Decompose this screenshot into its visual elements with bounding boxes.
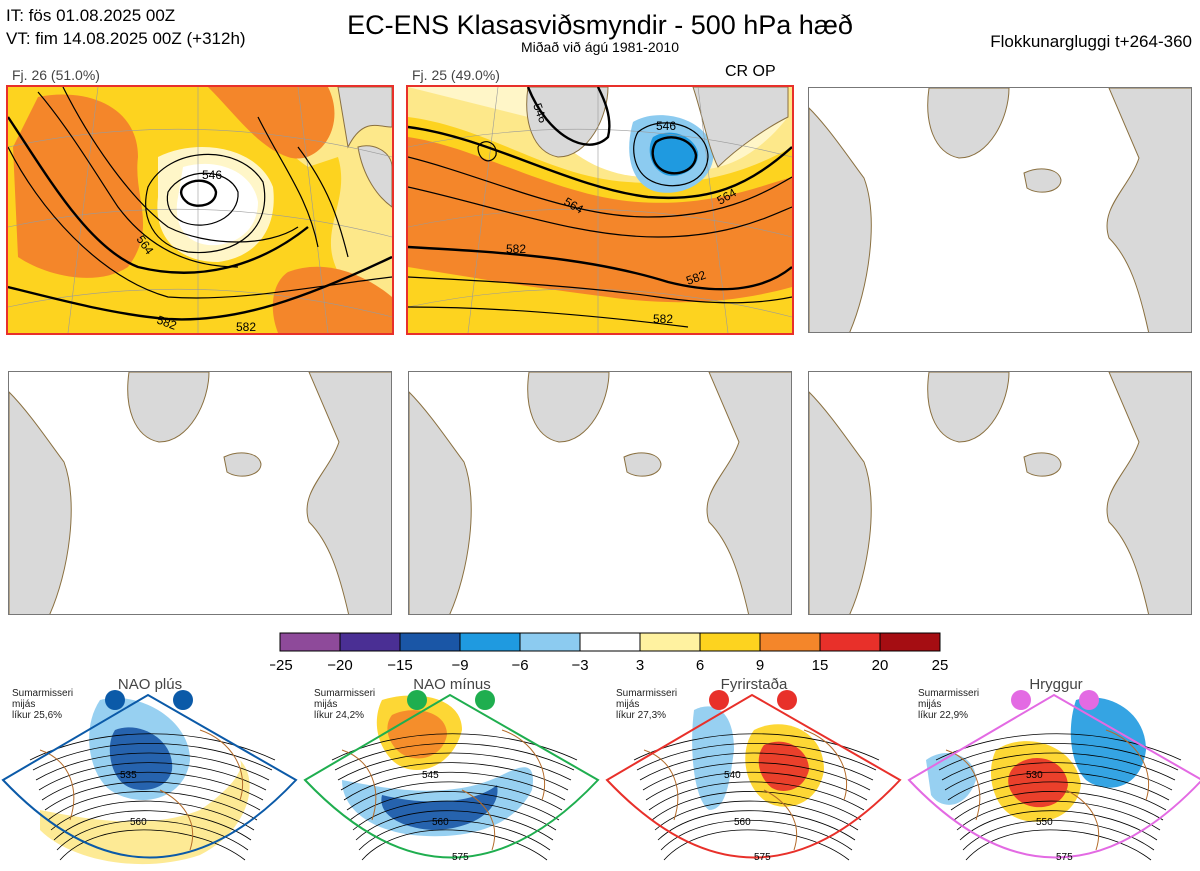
regime-2-contour-2: 560 [432,817,449,828]
cluster-2-contour-546b: 546 [656,119,676,133]
regime-2-text-3: líkur 24,2% [314,710,365,721]
colorbar-tick-6: 3 [636,657,644,674]
regime-1-contour-2: 560 [130,817,147,828]
classification-window: Flokkunargluggi t+264-360 [990,32,1192,51]
regime-2-fan: 545 560 575 [303,690,600,863]
cluster-1-contour-582a: 582 [155,313,179,333]
cluster-1-label: Fj. 26 (51.0%) [12,67,100,83]
cluster-1-contour-582b: 582 [236,320,256,333]
cluster-2-label: Fj. 25 (49.0%) [412,67,500,83]
cluster-2-contour-582b: 582 [684,268,708,288]
regime-2-contour-1: 545 [422,770,439,781]
colorbar-tick-3: −9 [451,657,468,674]
regime-1-anomaly-3 [40,760,250,865]
cluster-2-contour-546a: 546 [530,101,550,125]
anomaly-colorbar: −25 −20 −15 −9 −6 −3 3 6 9 15 20 25 [270,632,949,674]
regime-4-text-1: Sumarmisseri [918,688,980,699]
regime-4-dot-1 [1011,690,1031,710]
regime-3-text-1: Sumarmisseri [616,688,678,699]
regime-3-frame [605,693,902,859]
regime-2-frame [303,693,600,859]
cluster-2-svg: 546 546 564 564 582 582 582 [408,87,792,333]
regime-1-text-3: líkur 25,6% [12,710,63,721]
regime-3-text-2: mijás [616,699,640,710]
regime-4-text-2: mijás [918,699,942,710]
colorbar-cell-4 [519,632,581,652]
regime-4-dot-2 [1079,690,1099,710]
colorbar-cell-10 [879,632,941,652]
regime-3-name: Fyrirstaða [720,676,788,693]
colorbar-tick-2: −15 [387,657,412,674]
colorbar-tick-4: −6 [511,657,528,674]
page-subtitle: Miðað við ágú 1981-2010 [520,39,679,55]
colorbar-tick-8: 9 [756,657,764,674]
colorbar-cell-6 [639,632,701,652]
regime-2-text-1: Sumarmisseri [314,688,376,699]
cluster-2-contour-582a: 582 [506,242,526,256]
regime-1-text-1: Sumarmisseri [12,688,74,699]
empty-map-panel-5 [408,371,792,615]
cluster-1-contour-546: 546 [202,168,222,182]
regime-1-contour-1: 535 [120,770,137,781]
regime-3-contour-2: 560 [734,817,751,828]
regime-3-anomaly-3 [758,741,809,791]
colorbar-cell-2 [399,632,461,652]
regime-4-name: Hryggur [1029,676,1083,693]
regime-4-contour-3: 575 [1056,852,1073,863]
colorbar-cell-5 [579,632,641,652]
regime-1-name: NAO plús [117,676,183,693]
regime-3-dot-2 [777,690,797,710]
regime-1-fan: 535 560 [1,690,298,865]
cluster-1-map[interactable]: 546 564 582 582 [6,85,394,335]
regime-2-dot-1 [407,690,427,710]
colorbar-tick-11: 25 [932,657,949,674]
cluster-2-map[interactable]: 546 546 564 564 582 582 582 [406,85,794,335]
regime-2-text-2: mijás [314,699,338,710]
colorbar-cell-1 [339,632,401,652]
empty-map-panel-4 [8,371,392,615]
colorbar-cell-7 [699,632,761,652]
colorbar-cell-3 [459,632,521,652]
colorbar-tick-7: 6 [696,657,704,674]
regime-1-dot-2 [173,690,193,710]
regime-2-contour-3: 575 [452,852,469,863]
regime-1-frame [1,693,298,859]
cluster-2-contour-582c: 582 [653,312,673,326]
colorbar-cell-9 [819,632,881,652]
colorbar-cell-0 [279,632,341,652]
regime-4-text-3: líkur 22,9% [918,710,969,721]
valid-time: VT: fim 14.08.2025 00Z (+312h) [6,29,246,48]
regime-2-anomaly-4 [381,785,498,830]
empty-map-panel-3 [808,87,1192,333]
regime-2-dot-2 [475,690,495,710]
regime-4-contour-1: 530 [1026,770,1043,781]
colorbar-tick-5: −3 [571,657,588,674]
regime-1-text-2: mijás [12,699,36,710]
cluster-1-svg: 546 564 582 582 [8,87,392,333]
empty-map-panel-6 [808,371,1192,615]
regime-3-text-3: líkur 27,3% [616,710,667,721]
page-title: EC-ENS Klasasviðsmyndir - 500 hPa hæð [347,10,853,40]
regime-1-dot-1 [105,690,125,710]
regime-3-dot-1 [709,690,729,710]
cluster-2-tag: CR OP [725,63,776,80]
colorbar-tick-10: 20 [872,657,889,674]
regime-3-contour-3: 575 [754,852,771,863]
regime-4-anomaly-1 [926,752,976,805]
regime-4-frame [907,693,1200,859]
colorbar-tick-0: −25 [270,657,293,674]
init-time: IT: fös 01.08.2025 00Z [6,6,176,25]
regime-4-fan: 530 550 575 [907,690,1200,863]
regime-3-contour-1: 540 [724,770,741,781]
regime-4-contour-2: 550 [1036,817,1053,828]
colorbar-tick-9: 15 [812,657,829,674]
colorbar-cell-8 [759,632,821,652]
regime-3-fan: 540 560 575 [605,690,902,863]
regime-2-name: NAO mínus [413,676,491,693]
regime-3-anomaly-1 [692,706,734,810]
colorbar-tick-1: −20 [327,657,352,674]
